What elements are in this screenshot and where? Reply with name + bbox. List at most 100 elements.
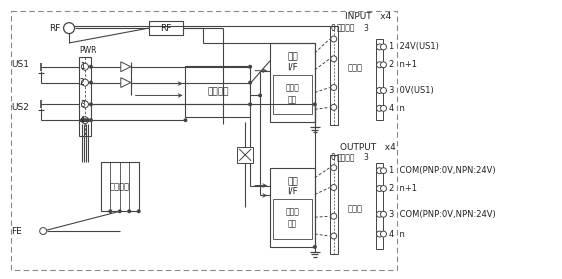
Text: FE: FE xyxy=(11,227,22,235)
Circle shape xyxy=(248,81,252,85)
Text: 3: 3 xyxy=(363,153,368,162)
Text: 1: 1 xyxy=(80,62,85,71)
Circle shape xyxy=(81,117,88,124)
Circle shape xyxy=(377,62,383,68)
Circle shape xyxy=(380,44,387,50)
Text: ・・・・: ・・・・ xyxy=(337,153,355,162)
Circle shape xyxy=(313,102,317,106)
Text: 過電流: 過電流 xyxy=(285,83,300,92)
Text: 2  n+1: 2 n+1 xyxy=(389,184,418,193)
Text: 3  0V(US1): 3 0V(US1) xyxy=(389,86,434,95)
Circle shape xyxy=(118,209,122,213)
Text: 3  COM(PNP:0V,NPN:24V): 3 COM(PNP:0V,NPN:24V) xyxy=(389,210,496,219)
Circle shape xyxy=(380,168,387,174)
Circle shape xyxy=(89,81,93,85)
Circle shape xyxy=(331,85,337,90)
Text: ・・・: ・・・ xyxy=(347,205,362,214)
Circle shape xyxy=(258,93,262,97)
Bar xyxy=(270,43,315,122)
Text: 2  n+1: 2 n+1 xyxy=(389,60,418,69)
Text: RF: RF xyxy=(160,24,172,33)
Text: 保護: 保護 xyxy=(288,95,297,104)
Text: 過電流: 過電流 xyxy=(285,208,300,217)
Bar xyxy=(273,199,312,239)
Circle shape xyxy=(81,79,88,86)
Circle shape xyxy=(377,231,383,237)
Circle shape xyxy=(183,118,188,122)
Circle shape xyxy=(377,186,383,191)
Circle shape xyxy=(331,165,337,171)
Text: INPUT   x4: INPUT x4 xyxy=(345,12,391,21)
Text: 2: 2 xyxy=(80,78,85,87)
Circle shape xyxy=(82,118,86,122)
Circle shape xyxy=(380,62,387,68)
Circle shape xyxy=(377,105,383,111)
Text: US2: US2 xyxy=(11,103,29,112)
Circle shape xyxy=(331,233,337,239)
Circle shape xyxy=(86,118,90,122)
Text: 0: 0 xyxy=(330,24,335,33)
Text: OUTPUT   x4: OUTPUT x4 xyxy=(339,143,396,152)
Text: 3: 3 xyxy=(80,100,85,109)
Text: 4  n: 4 n xyxy=(389,230,405,239)
Text: ・・・: ・・・ xyxy=(347,63,362,72)
Bar xyxy=(330,155,338,254)
Circle shape xyxy=(380,231,387,237)
Circle shape xyxy=(248,102,252,106)
Circle shape xyxy=(377,211,383,217)
Circle shape xyxy=(380,186,387,191)
Circle shape xyxy=(248,65,252,69)
Text: 3: 3 xyxy=(363,24,368,33)
Text: 0: 0 xyxy=(330,153,335,162)
Text: I/F: I/F xyxy=(287,62,298,71)
Circle shape xyxy=(89,118,93,122)
Circle shape xyxy=(89,65,93,69)
Bar xyxy=(273,75,312,114)
Circle shape xyxy=(84,118,88,122)
Circle shape xyxy=(380,88,387,93)
Circle shape xyxy=(331,213,337,219)
Polygon shape xyxy=(121,62,131,72)
Circle shape xyxy=(377,88,383,93)
Bar xyxy=(270,168,315,247)
Circle shape xyxy=(331,184,337,191)
Bar xyxy=(79,57,91,136)
Text: フィルタ: フィルタ xyxy=(110,182,130,191)
Bar xyxy=(101,162,139,211)
Text: US1: US1 xyxy=(11,60,29,69)
Circle shape xyxy=(380,105,387,111)
Bar xyxy=(185,66,250,117)
Text: 入力: 入力 xyxy=(287,52,298,61)
Bar xyxy=(149,21,183,35)
Text: PWR: PWR xyxy=(79,46,97,56)
Circle shape xyxy=(377,44,383,50)
Circle shape xyxy=(127,209,132,213)
Circle shape xyxy=(80,118,84,122)
Circle shape xyxy=(81,63,88,70)
Text: RF: RF xyxy=(49,24,61,33)
Text: 4: 4 xyxy=(80,116,85,125)
Circle shape xyxy=(331,56,337,62)
Circle shape xyxy=(137,209,140,213)
Circle shape xyxy=(380,211,387,217)
Circle shape xyxy=(64,23,75,33)
Circle shape xyxy=(331,104,337,110)
Circle shape xyxy=(331,36,337,42)
Text: ・・・・: ・・・・ xyxy=(337,24,355,33)
Bar xyxy=(330,26,338,125)
Text: I/F: I/F xyxy=(287,187,298,196)
Circle shape xyxy=(40,228,47,235)
Circle shape xyxy=(81,101,88,108)
Bar xyxy=(375,39,383,120)
Bar xyxy=(11,11,397,270)
Circle shape xyxy=(89,102,93,106)
Text: 内部回路: 内部回路 xyxy=(207,87,229,96)
Bar xyxy=(237,147,253,163)
Polygon shape xyxy=(121,78,131,88)
Text: 保護: 保護 xyxy=(288,220,297,229)
Circle shape xyxy=(377,168,383,174)
Circle shape xyxy=(313,245,317,249)
Text: 1  COM(PNP:0V,NPN:24V): 1 COM(PNP:0V,NPN:24V) xyxy=(389,166,496,175)
Text: 出力: 出力 xyxy=(287,177,298,186)
Circle shape xyxy=(108,209,112,213)
